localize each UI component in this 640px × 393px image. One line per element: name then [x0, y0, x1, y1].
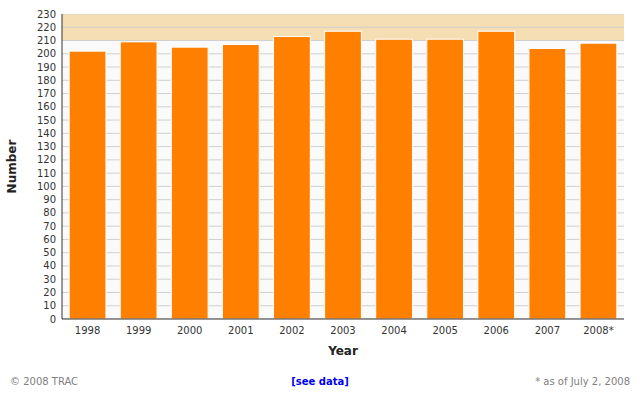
bar	[171, 47, 208, 319]
x-tick-label: 2004	[381, 325, 406, 336]
x-tick-label: 2007	[535, 325, 560, 336]
y-tick-label: 80	[43, 207, 56, 218]
y-tick-label: 70	[43, 221, 56, 232]
y-tick-label: 170	[37, 88, 56, 99]
x-axis-line	[62, 319, 624, 320]
y-tick-label: 150	[37, 115, 56, 126]
x-tick-label: 1998	[75, 325, 100, 336]
y-tick-label: 190	[37, 62, 56, 73]
bar	[120, 42, 157, 319]
x-tick-label: 2006	[484, 325, 509, 336]
chart: 0 10 20 30 40 50 60 70 80 90 100 110 120 130 140 150 160…	[0, 0, 640, 393]
x-axis-label: Year	[327, 344, 358, 358]
y-axis-label: Number	[5, 140, 19, 194]
y-tick-label: 50	[43, 247, 56, 258]
bar	[580, 43, 617, 319]
x-tick-label: 2003	[330, 325, 355, 336]
y-tick-label: 110	[37, 168, 56, 179]
y-tick-label: 210	[37, 35, 56, 46]
bar	[478, 31, 515, 319]
x-axis: 1998 1999 2000 2001 2002 2003 2004 2005 2006 2007…	[75, 325, 614, 336]
y-tick-label: 20	[43, 287, 56, 298]
x-tick-label: 2000	[177, 325, 202, 336]
y-tick-label: 140	[37, 128, 56, 139]
grid-line	[62, 319, 624, 320]
footer-right: * as of July 2, 2008	[535, 376, 630, 387]
bar	[529, 48, 566, 319]
y-tick-label: 0	[50, 314, 56, 325]
y-tick-label: 10	[43, 300, 56, 311]
y-axis-line	[62, 14, 63, 319]
bar	[376, 39, 413, 319]
x-tick-label: 2002	[279, 325, 304, 336]
y-tick-label: 120	[37, 154, 56, 165]
footer-left: © 2008 TRAC	[10, 376, 78, 387]
y-tick-label: 200	[37, 48, 56, 59]
bar	[427, 39, 464, 319]
y-tick-label: 100	[37, 181, 56, 192]
y-tick-label: 30	[43, 274, 56, 285]
y-tick-label: 90	[43, 194, 56, 205]
chart-container: 0 10 20 30 40 50 60 70 80 90 100 110 120 130 140 150 160…	[0, 0, 640, 393]
bar	[222, 45, 259, 320]
x-tick-label: 2008*	[583, 325, 613, 336]
y-tick-label: 40	[43, 260, 56, 271]
grid-line	[62, 14, 624, 15]
y-tick-label: 130	[37, 141, 56, 152]
plot-area	[62, 14, 624, 319]
bar	[274, 37, 311, 319]
x-tick-label: 1999	[126, 325, 151, 336]
y-tick-label: 180	[37, 75, 56, 86]
grid-line	[62, 27, 624, 28]
y-tick-label: 60	[43, 234, 56, 245]
y-tick-label: 230	[37, 9, 56, 20]
y-axis: 0 10 20 30 40 50 60 70 80 90 100 110 120 130 140 150 160…	[37, 9, 56, 325]
bar	[69, 51, 106, 319]
plot-group	[62, 14, 624, 319]
x-tick-label: 2005	[432, 325, 457, 336]
bar	[325, 31, 362, 319]
y-tick-label: 220	[37, 22, 56, 33]
x-tick-label: 2001	[228, 325, 253, 336]
footer-link[interactable]: [see data]	[291, 376, 349, 387]
y-tick-label: 160	[37, 101, 56, 112]
